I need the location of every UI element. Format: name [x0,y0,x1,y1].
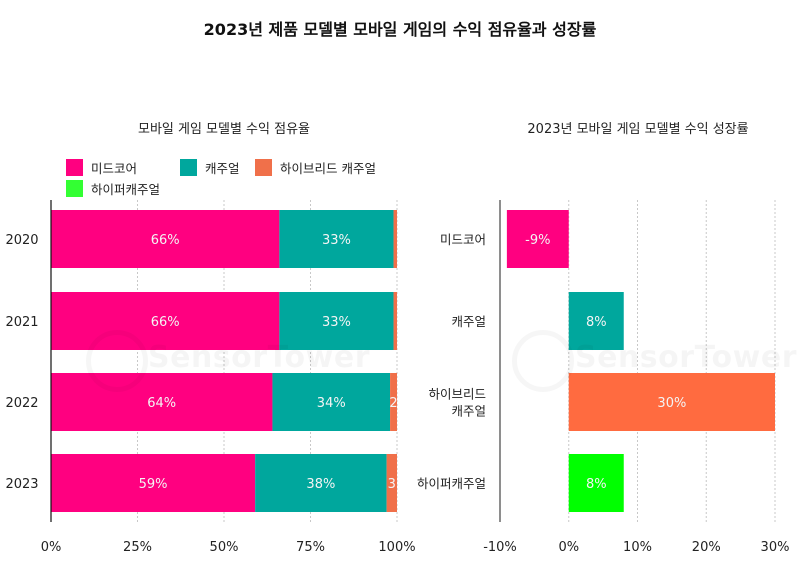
right-x-tick-label: -10% [483,540,517,555]
legend-swatch-hybrid-casual [255,159,272,176]
legend-item-hyper-casual: 하이퍼캐주얼 [66,179,160,198]
bar-segment-casual [255,454,387,512]
legend-label-casual: 캐주얼 [205,161,240,176]
left-x-tick-label: 75% [296,540,325,555]
bar-data-label: 33% [322,233,351,248]
legend-swatch-hyper-casual [66,180,83,197]
bar-segment-midcore [51,373,273,431]
bar-segment-casual [272,373,391,431]
right-y-tick-label: 캐주얼 [451,314,486,329]
bar-segment-midcore [51,454,256,512]
right-y-tick-label: 캐주얼 [451,404,486,419]
growth-bar-casual [568,292,624,350]
watermark-left: SensorTower [148,340,370,375]
bar-data-label: 38% [306,477,335,492]
legend-label-hyper-casual: 하이퍼캐주얼 [91,182,161,197]
legend-label-hybrid-casual: 하이브리드 캐주얼 [280,161,376,176]
growth-data-label: 8% [586,315,607,330]
left-y-tick-label: 2023 [5,477,38,492]
bar-data-label: 33% [322,315,351,330]
bar-segment-midcore [51,292,280,350]
left-x-tick-label: 50% [210,540,239,555]
bar-segment-casual [279,292,394,350]
bar-segment-midcore [51,210,280,268]
watermark-logo-left [86,330,148,392]
right-x-tick-label: 30% [761,540,790,555]
bar-segment-hybrid-casual [393,210,397,268]
bar-data-label: 59% [139,477,168,492]
left-y-tick-label: 2020 [5,233,38,248]
watermark-logo-right [512,330,574,392]
growth-data-label: 30% [657,396,686,411]
bar-data-label: 2 [389,396,397,411]
growth-bar-hybrid-casual [568,373,775,431]
bar-data-label: 66% [151,315,180,330]
bar-data-label: 64% [147,396,176,411]
right-y-tick-label: 하이퍼캐주얼 [417,476,486,491]
legend-item-hybrid-casual: 하이브리드 캐주얼 [255,158,376,177]
growth-bar-hyper-casual [568,454,624,512]
left-y-tick-label: 2022 [5,396,38,411]
right-x-tick-label: 20% [692,540,721,555]
left-x-tick-label: 100% [378,540,415,555]
legend-item-midcore: 미드코어 [66,158,137,177]
legend-item-casual: 캐주얼 [180,158,240,177]
bar-data-label: 3 [388,477,396,492]
left-chart-title: 모바일 게임 모델별 수익 점유율 [137,122,310,137]
bar-segment-hybrid-casual [386,454,397,512]
bar-segment-casual [279,210,394,268]
legend-label-midcore: 미드코어 [91,161,138,176]
right-chart-title: 2023년 모바일 게임 모델별 수익 성장률 [527,122,749,137]
left-x-tick-label: 0% [41,540,62,555]
watermark-right: SensorTower [575,340,797,375]
page-title: 2023년 제품 모델별 모바일 게임의 수익 점유율과 성장률 [203,20,597,39]
right-y-tick-label: 미드코어 [440,232,486,247]
growth-bar-midcore [506,210,569,268]
bar-data-label: 34% [317,396,346,411]
legend-swatch-casual [180,159,197,176]
legend-swatch-midcore [66,159,83,176]
right-y-tick-label: 하이브리드 [428,387,486,402]
growth-data-label: -9% [525,233,550,248]
bar-data-label: 66% [151,233,180,248]
left-y-tick-label: 2021 [5,315,38,330]
bar-segment-hybrid-casual [390,373,397,431]
right-x-tick-label: 10% [623,540,652,555]
right-x-tick-label: 0% [558,540,579,555]
left-x-tick-label: 25% [123,540,152,555]
bar-segment-hybrid-casual [393,292,397,350]
growth-data-label: 8% [586,477,607,492]
